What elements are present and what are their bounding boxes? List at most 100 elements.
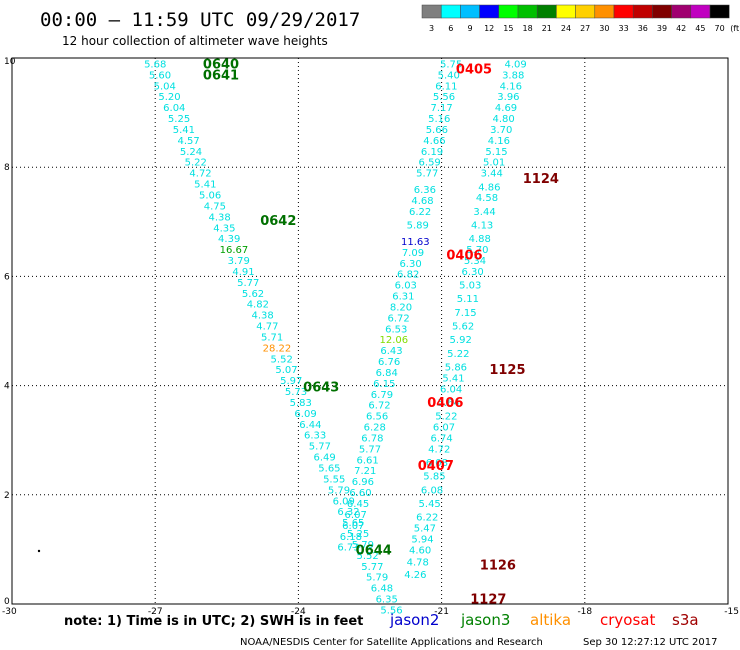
colorbar-swatch-14	[690, 4, 711, 19]
wave-height-s3a-10: 3.44	[481, 169, 503, 180]
wave-height-jason3-2: 5.04	[154, 81, 176, 92]
wave-height-jason3-14: 4.38	[209, 212, 231, 223]
wave-height-jason3-26: 28.22	[263, 343, 292, 354]
wave-height-jason3-44: 5.79	[352, 540, 374, 551]
satellite-legend-jason3: jason3	[460, 611, 510, 629]
colorbar-label-12: 39	[657, 24, 667, 33]
wave-height-cryosat-28: 6.15	[373, 379, 395, 390]
wave-height-jason3-21: 5.62	[242, 289, 264, 300]
pass-time-label-8: 0407	[418, 459, 454, 474]
wave-height-s3a-22: 5.62	[452, 322, 474, 333]
wave-height-jason3-31: 5.83	[290, 398, 312, 409]
pass-time-label-11: 1126	[480, 559, 516, 574]
wave-height-jason3-49: 6.35	[376, 595, 398, 606]
pass-time-label-6: 0406	[446, 249, 482, 264]
wave-height-jason3-23: 4.38	[251, 311, 273, 322]
colorbar-label-11: 36	[638, 24, 648, 33]
wave-height-s3a-28: 5.64	[438, 398, 460, 409]
satellite-legend-jason2: jason2	[389, 611, 439, 629]
colorbar-unit: (ft)	[730, 24, 740, 33]
wave-height-cryosat-40: 6.07	[345, 510, 367, 521]
wave-height-s3a-29: 5.22	[435, 412, 457, 423]
wave-height-jason3-10: 4.72	[189, 169, 211, 180]
wave-height-s3a-5: 4.80	[493, 114, 515, 125]
wave-height-cryosat-36: 7.21	[354, 466, 376, 477]
wave-height-jason3-46: 5.77	[361, 562, 383, 573]
wave-height-jason3-50: 5.56	[380, 605, 402, 616]
pass-time-label-9: 1124	[523, 172, 559, 187]
wave-height-jason3-22: 4.82	[247, 300, 269, 311]
colorbar-swatch-15	[709, 4, 730, 19]
wave-height-cryosat-23: 6.53	[385, 324, 407, 335]
wave-height-jason3-25: 5.71	[261, 332, 283, 343]
x-tick-label-2: -24	[291, 607, 306, 617]
wave-height-s3a-27: 6.04	[440, 384, 462, 395]
y-tick-labels: 0 2 4 6 8 10	[4, 57, 16, 607]
wave-height-cryosat-7: 4.66	[423, 136, 445, 147]
pass-time-label-2: 0642	[260, 214, 296, 229]
colorbar-swatch-5	[517, 4, 538, 19]
wave-height-jason3-13: 4.75	[204, 201, 226, 212]
chart-title: 00:00 – 11:59 UTC 09/29/2017	[40, 9, 360, 31]
satellite-legend-altika: altika	[530, 611, 571, 629]
plot-frame	[11, 57, 729, 605]
wave-height-s3a-37: 6.22	[416, 513, 438, 524]
wave-height-s3a-33: 6.08	[426, 458, 448, 469]
pass-time-label-1: 0641	[203, 68, 239, 83]
wave-height-jason3-40: 6.09	[333, 496, 355, 507]
wave-height-s3a-34: 5.85	[423, 472, 445, 483]
wave-height-cryosat-20: 6.31	[392, 292, 414, 303]
colorbar-swatch-13	[671, 4, 692, 19]
x-tick-label-4: -18	[577, 607, 592, 617]
wave-height-s3a-39: 5.94	[411, 534, 433, 545]
wave-height-s3a-6: 3.70	[490, 125, 512, 136]
wave-height-jason3-1: 5.60	[149, 70, 171, 81]
y-tick-label-5: 10	[4, 57, 16, 67]
wave-height-cryosat-37: 6.96	[352, 477, 374, 488]
colorbar-label-5: 18	[523, 24, 533, 33]
wave-height-cryosat-27: 6.84	[376, 368, 398, 379]
wave-height-cryosat-6: 5.66	[426, 125, 448, 136]
wave-height-cryosat-25: 6.43	[380, 346, 402, 357]
pass-time-label-5: 0405	[456, 62, 492, 77]
wave-height-s3a-26: 5.41	[442, 373, 464, 384]
colorbar-label-8: 27	[580, 24, 590, 33]
wave-height-s3a-40: 4.60	[409, 545, 431, 556]
pass-time-label-7: 0406	[427, 396, 463, 411]
wave-height-jason3-47: 5.79	[366, 573, 388, 584]
wave-height-cryosat-38: 6.60	[349, 488, 371, 499]
wave-height-s3a-35: 6.08	[421, 485, 443, 496]
wave-height-s3a-14: 4.13	[471, 221, 493, 232]
wave-height-jason3-0: 5.68	[144, 59, 166, 70]
wave-height-jason3-42: 5.65	[342, 518, 364, 529]
colorbar-swatch-2	[460, 4, 480, 19]
wave-height-cryosat-31: 6.56	[366, 412, 388, 423]
colorbar-label-14: 45	[695, 24, 705, 33]
satellite-legend-s3a: s3a	[672, 611, 699, 629]
wave-height-jason3-27: 5.52	[271, 354, 293, 365]
wave-height-cryosat-15: 11.63	[401, 237, 430, 248]
wave-height-s3a-13: 3.44	[473, 207, 495, 218]
x-tick-label-5: -15	[724, 607, 739, 617]
wave-height-cryosat-16: 7.09	[402, 248, 424, 259]
wave-height-jason3-32: 6.09	[294, 409, 316, 420]
wave-height-s3a-9: 5.01	[483, 158, 505, 169]
wave-height-s3a-4: 4.69	[495, 103, 517, 114]
wave-height-cryosat-26: 6.76	[378, 357, 400, 368]
wave-height-jason3-24: 4.77	[256, 322, 278, 333]
wave-height-s3a-15: 4.88	[469, 234, 491, 245]
y-tick-label-0: 0	[4, 597, 10, 607]
wave-height-jason3-43: 5.25	[347, 529, 369, 540]
wave-height-cryosat-19: 6.03	[395, 281, 417, 292]
wave-height-jason3-4: 6.04	[163, 103, 185, 114]
wave-height-s3a-42: 4.26	[404, 570, 426, 581]
wave-height-jason3-11: 5.41	[194, 180, 216, 191]
colorbar-label-4: 15	[503, 24, 513, 33]
wave-height-s3a-25: 5.86	[445, 362, 467, 373]
x-tick-label-3: -21	[434, 607, 449, 617]
wave-height-jason3-5: 5.25	[168, 114, 190, 125]
colorbar-label-9: 30	[599, 24, 609, 33]
wave-height-jason3-9: 5.22	[185, 158, 207, 169]
wave-height-s3a-23: 5.92	[450, 335, 472, 346]
